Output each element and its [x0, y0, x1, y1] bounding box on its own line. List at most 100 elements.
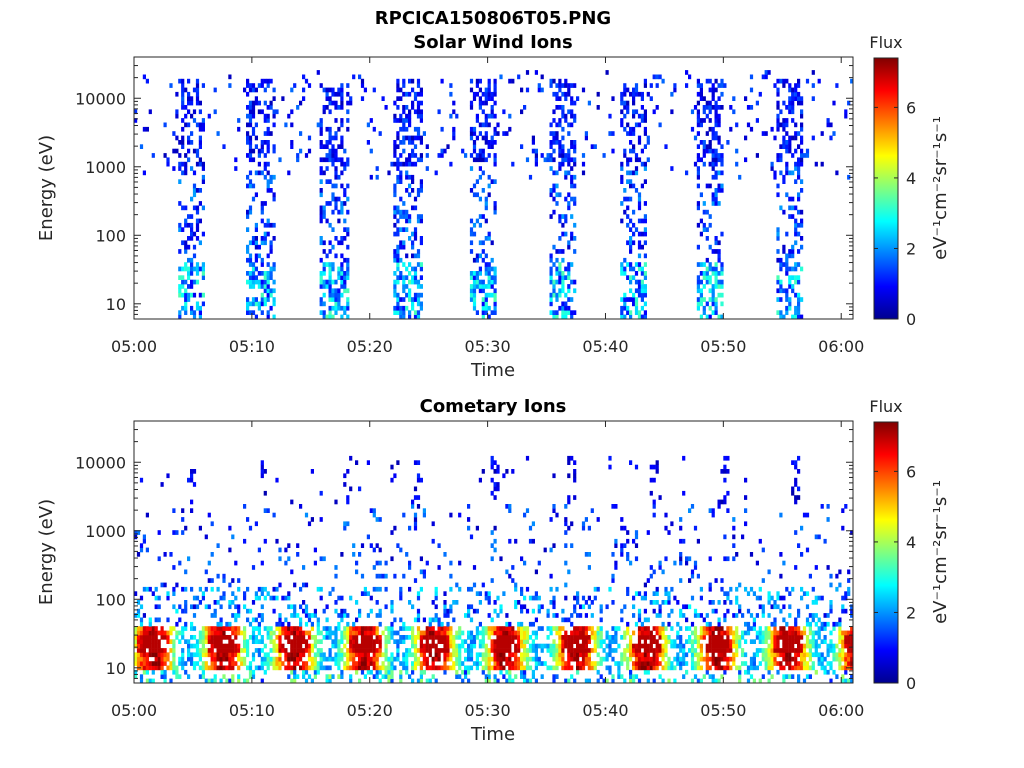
heatmap-cell — [393, 292, 397, 298]
heatmap-cell — [190, 473, 194, 479]
heatmap-cell — [416, 262, 421, 267]
heatmap-cell — [254, 301, 258, 307]
heatmap-cell — [449, 161, 453, 167]
heatmap-cell — [791, 105, 795, 110]
heatmap-cell — [534, 635, 538, 640]
heatmap-cell — [696, 284, 700, 289]
heatmap-cell — [434, 170, 438, 176]
heatmap-cell — [422, 669, 426, 675]
heatmap-cell — [673, 678, 677, 683]
heatmap-cell — [266, 131, 270, 136]
heatmap-cell — [313, 661, 317, 666]
heatmap-cell — [475, 91, 479, 97]
heatmap-cell — [452, 639, 456, 644]
heatmap-cell — [555, 613, 559, 618]
heatmap-cell — [455, 669, 459, 675]
heatmap-cell — [204, 665, 208, 671]
heatmap-cell — [632, 144, 636, 149]
heatmap-cell — [800, 236, 804, 241]
heatmap-cell — [195, 643, 200, 649]
heatmap-cell — [346, 209, 350, 215]
heatmap-cell — [458, 665, 462, 671]
heatmap-cell — [190, 96, 194, 101]
heatmap-cell — [693, 161, 698, 167]
heatmap-cell — [278, 652, 282, 658]
heatmap-cell — [355, 569, 359, 575]
heatmap-cell — [711, 661, 715, 666]
heatmap-cell — [614, 635, 618, 640]
heatmap-cell — [413, 297, 418, 302]
heatmap-cell — [800, 100, 804, 106]
heatmap-cell — [664, 652, 668, 658]
heatmap-cell — [346, 613, 350, 618]
heatmap-cell — [195, 91, 200, 97]
heatmap-cell — [416, 157, 421, 163]
heatmap-cell — [413, 292, 418, 298]
heatmap-cell — [649, 83, 653, 88]
heatmap-cell — [187, 297, 191, 302]
heatmap-cell — [369, 508, 373, 513]
heatmap-cell — [487, 91, 491, 97]
heatmap-cell — [487, 144, 491, 149]
heatmap-cell — [331, 292, 335, 298]
heatmap-cell — [293, 674, 297, 679]
heatmap-cell — [579, 661, 583, 666]
heatmap-cell — [782, 118, 786, 123]
heatmap-cell — [396, 87, 400, 93]
heatmap-cell — [358, 648, 362, 653]
heatmap-cell — [626, 310, 630, 315]
heatmap-cell — [443, 630, 447, 636]
heatmap-cell — [187, 100, 191, 106]
heatmap-cell — [136, 630, 141, 636]
heatmap-cell — [231, 661, 235, 666]
heatmap-cell — [611, 504, 615, 509]
heatmap-cell — [499, 648, 503, 653]
heatmap-cell — [779, 266, 783, 272]
heatmap-cell — [184, 153, 188, 158]
heatmap-cell — [788, 661, 792, 666]
heatmap-cell — [685, 83, 689, 88]
heatmap-cell — [791, 266, 795, 272]
heatmap-cell — [319, 83, 323, 88]
heatmap-cell — [369, 639, 373, 644]
heatmap-cell — [584, 656, 588, 662]
heatmap-cell — [340, 201, 344, 206]
heatmap-cell — [349, 630, 353, 636]
heatmap-cell — [198, 188, 202, 193]
heatmap-cell — [396, 310, 400, 315]
heatmap-cell — [372, 565, 376, 570]
heatmap-cell — [714, 665, 718, 671]
heatmap-cell — [372, 643, 376, 649]
heatmap-cell — [785, 78, 789, 84]
heatmap-cell — [425, 560, 429, 566]
heatmap-cell — [579, 648, 583, 653]
heatmap-cell — [346, 100, 350, 106]
heatmap-cell — [411, 266, 415, 272]
heatmap-cell — [393, 118, 397, 123]
heatmap-cell — [794, 626, 798, 631]
heatmap-cell — [340, 91, 344, 97]
heatmap-cell — [175, 135, 179, 141]
heatmap-cell — [296, 630, 300, 636]
heatmap-cell — [640, 271, 644, 276]
heatmap-cell — [402, 240, 406, 246]
heatmap-cell — [319, 639, 323, 644]
heatmap-cell — [363, 661, 367, 666]
heatmap-cell — [564, 301, 568, 307]
heatmap-cell — [190, 100, 194, 106]
colorbar-title: Flux — [869, 33, 902, 52]
heatmap-cell — [552, 188, 556, 193]
heatmap-cell — [340, 122, 344, 128]
heatmap-cell — [567, 310, 571, 315]
heatmap-cell — [293, 639, 297, 644]
heatmap-cell — [632, 209, 636, 215]
heatmap-cell — [434, 656, 438, 662]
heatmap-cell — [243, 639, 247, 644]
heatmap-cell — [402, 262, 406, 267]
heatmap-cell — [549, 292, 553, 298]
heatmap-cell — [623, 113, 627, 119]
heatmap-cell — [248, 135, 253, 141]
heatmap-cell — [349, 652, 353, 658]
heatmap-cell — [334, 305, 338, 311]
heatmap-cell — [785, 170, 789, 176]
